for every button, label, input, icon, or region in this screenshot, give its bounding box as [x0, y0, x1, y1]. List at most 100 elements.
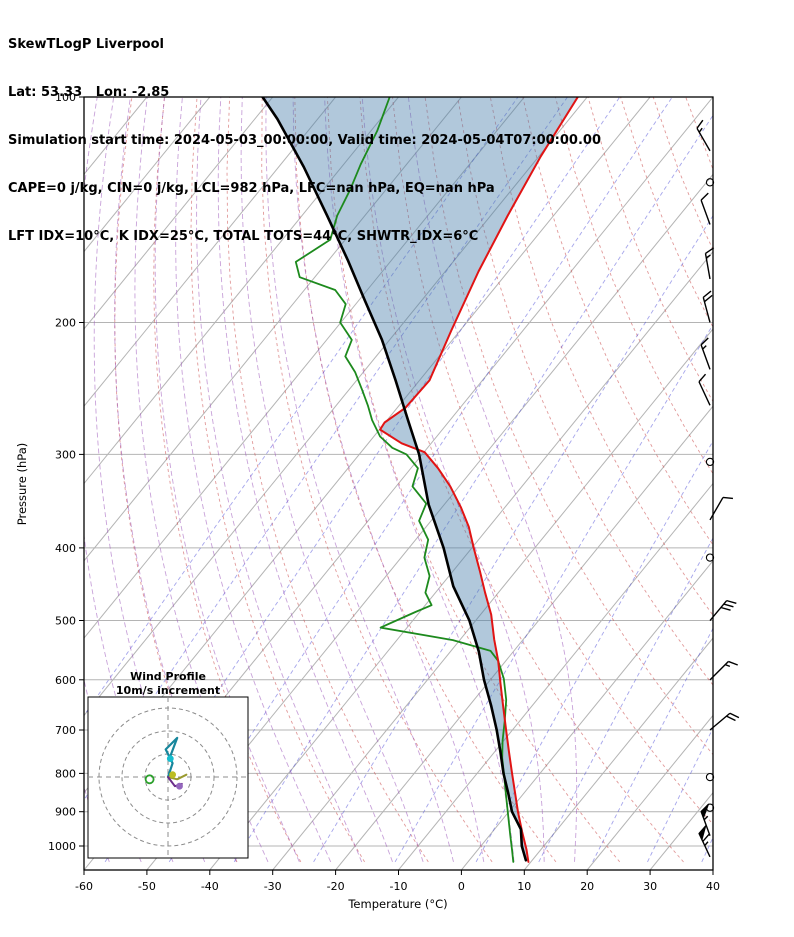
y-tick-label: 800 — [55, 767, 76, 780]
mixing-ratio-line — [647, 727, 713, 863]
wind-barb — [698, 373, 711, 406]
wind-barb — [709, 660, 738, 681]
moist-adiabat-line — [175, 97, 332, 863]
stability-values-1: CAPE=0 j/kg, CIN=0 j/kg, LCL=982 hPa, LF… — [8, 181, 495, 196]
dry-adiabat-line — [718, 97, 794, 862]
calm-wind-circle — [705, 457, 715, 467]
x-tick-label: -30 — [264, 880, 282, 893]
station-coords: Lat: 53.33 Lon: -2.85 — [8, 85, 170, 100]
isotherm-line — [84, 97, 588, 717]
isotherm-line — [84, 97, 274, 330]
wind-barb — [700, 803, 711, 836]
hodograph-marker — [144, 774, 155, 785]
dry-adiabat-line — [153, 97, 302, 863]
x-axis-title: Temperature (°C) — [347, 897, 447, 911]
isotherm-line — [523, 637, 713, 870]
chart-title: SkewTLogP Liverpool — [8, 37, 164, 52]
calm-wind-circle — [705, 772, 715, 782]
isotherm-line — [649, 791, 713, 870]
moist-adiabat-line — [154, 97, 300, 863]
dry-adiabat-line — [620, 97, 713, 329]
wind-barb — [698, 825, 711, 858]
isotherm-line — [461, 560, 713, 870]
wind-barb — [709, 496, 734, 521]
hodograph-marker — [166, 755, 174, 762]
calm-wind-circle — [705, 553, 715, 562]
isotherm-line — [586, 714, 713, 870]
dry-adiabat-line — [652, 97, 713, 251]
wind-barb — [702, 290, 713, 323]
hodograph-marker — [169, 771, 177, 779]
y-axis-title: Pressure (hPa) — [15, 443, 29, 526]
simulation-times: Simulation start time: 2024-05-03_00:00:… — [8, 133, 601, 148]
x-tick-label: 10 — [517, 880, 531, 893]
dry-adiabat-line — [226, 97, 429, 863]
dry-adiabat-line — [326, 97, 621, 863]
temperature-curve — [379, 97, 579, 863]
hodograph-inset — [87, 696, 249, 859]
isotherm-line — [146, 173, 713, 870]
mixing-ratio-line — [233, 114, 713, 863]
hodograph-title: Wind Profile — [130, 670, 206, 683]
axis-ticks-labels: -60 -50 -40 -30 -20 -10 0 10 20 30 40 100 200 300 400 5… — [48, 91, 720, 893]
isotherm-line — [84, 97, 211, 253]
wind-barb-column — [696, 119, 740, 858]
x-tick-label: -50 — [138, 880, 156, 893]
isotherm-line — [84, 97, 525, 639]
x-tick-label: 40 — [706, 880, 720, 893]
parcel-curve — [261, 97, 528, 862]
dry-adiabat-line — [685, 97, 713, 171]
x-tick-label: 30 — [643, 880, 657, 893]
mixing-ratio-line — [592, 627, 713, 863]
wind-barb — [700, 337, 711, 370]
dewpoint-curve — [294, 97, 515, 863]
moist-adiabat-line — [324, 97, 515, 862]
y-tick-label: 200 — [55, 317, 76, 330]
hodograph-ring — [121, 730, 215, 824]
moist-adiabat-line — [407, 97, 578, 862]
y-tick-label: 600 — [55, 674, 76, 687]
y-tick-label: 100 — [55, 91, 76, 104]
dry-adiabat-line — [554, 97, 713, 475]
isotherm-line — [712, 869, 713, 870]
x-tick-label: -20 — [327, 880, 345, 893]
mixing-ratio-line — [701, 836, 713, 863]
header-block: SkewTLogP Liverpool Lat: 53.33 Lon: -2.8… — [8, 5, 601, 277]
hodograph-marker — [176, 782, 183, 790]
moist-adiabat-line — [217, 97, 393, 863]
calm-wind-circle — [705, 178, 715, 187]
stability-values-2: LFT IDX=10°C, K IDX=25°C, TOTAL TOTS=44°… — [8, 229, 479, 244]
hodograph-subtitle: 10m/s increment — [116, 684, 220, 697]
mixing-ratio-line — [394, 323, 713, 863]
isotherm-line — [84, 97, 462, 562]
x-tick-label: -40 — [201, 880, 219, 893]
moist-adiabat-line — [292, 97, 485, 862]
y-tick-label: 500 — [55, 615, 76, 628]
wind-barb — [700, 192, 711, 225]
isotherm-line — [84, 97, 399, 485]
x-tick-label: 0 — [458, 880, 465, 893]
isotherm-line — [84, 97, 336, 407]
mixing-ratio-line — [313, 214, 713, 863]
moist-adiabat-line — [361, 97, 545, 862]
y-tick-label: 300 — [55, 448, 76, 461]
y-tick-label: 900 — [55, 806, 76, 819]
hodograph-trace — [164, 736, 179, 779]
moist-adiabat-line — [196, 97, 363, 863]
wind-barb — [696, 119, 711, 152]
moist-adiabat-line — [265, 97, 454, 863]
hodograph-trace — [167, 773, 188, 781]
hodograph-ring — [98, 707, 238, 847]
x-tick-label: 20 — [580, 880, 594, 893]
dry-adiabat-line — [190, 97, 365, 863]
wind-barb — [709, 599, 737, 621]
y-tick-label: 700 — [55, 724, 76, 737]
moist-adiabat-line — [240, 97, 424, 863]
x-tick-label: -60 — [75, 880, 93, 893]
dry-adiabat-line — [751, 97, 794, 862]
isotherm-line — [335, 405, 713, 870]
wind-barb — [709, 712, 740, 731]
y-tick-label: 1000 — [48, 840, 76, 853]
